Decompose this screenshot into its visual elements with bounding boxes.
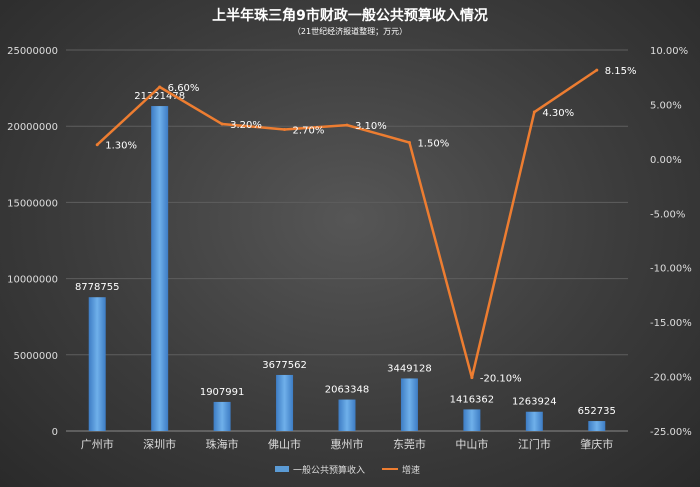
bar	[338, 399, 356, 431]
line-point	[407, 141, 411, 145]
line-point	[283, 127, 287, 131]
category-label: 珠海市	[206, 437, 239, 451]
bar	[213, 401, 231, 431]
left-tick-label: 15000000	[7, 198, 58, 209]
bar-value-label: 3677562	[262, 360, 307, 371]
line-point	[95, 143, 99, 147]
line-value-label: 3.10%	[355, 121, 387, 132]
line-value-label: 8.15%	[605, 66, 637, 77]
bar-value-label: 1263924	[512, 397, 557, 408]
left-tick-label: 0	[52, 427, 58, 438]
bar-value-label: 2063348	[325, 385, 370, 396]
line-point	[158, 85, 162, 89]
line-series: 1.30% 6.60% 3.20% 2.70% 3.10% 1.50% -20.10% 4.3…	[95, 66, 637, 385]
category-label: 深圳市	[143, 437, 176, 451]
category-label: 江门市	[518, 437, 551, 451]
right-tick-label: -25.00%	[650, 427, 692, 438]
legend-line-label: 增速	[402, 464, 420, 476]
bar	[276, 374, 294, 431]
legend-bar-label: 一般公共预算收入	[293, 464, 365, 476]
bar	[88, 297, 106, 431]
line-value-label: 4.30%	[542, 108, 574, 119]
right-tick-label: 10.00%	[650, 46, 688, 57]
line-value-label: 1.50%	[417, 139, 449, 150]
growth-line	[96, 69, 598, 379]
line-point	[220, 122, 224, 126]
line-point	[470, 376, 474, 380]
line-point	[345, 123, 349, 127]
line-value-label: -20.10%	[480, 374, 522, 385]
bar	[525, 411, 543, 431]
left-tick-label: 10000000	[7, 275, 58, 286]
bar-value-label: 21321478	[134, 91, 185, 102]
category-axis-labels: 广州市 深圳市 珠海市 佛山市 惠州市 东莞市 中山市 江门市 肇庆市	[81, 437, 614, 451]
right-tick-label: 5.00%	[650, 100, 682, 111]
right-tick-label: -10.00%	[650, 264, 692, 275]
bar-series: 8778755 21321478 1907991 3677562 2063348 3449…	[75, 91, 616, 432]
category-label: 广州市	[81, 437, 114, 451]
bar-value-label: 652735	[578, 406, 616, 417]
bar	[151, 106, 169, 432]
bar-value-label: 1907991	[200, 387, 245, 398]
category-label: 佛山市	[268, 437, 301, 451]
line-point	[595, 68, 599, 72]
line-value-label: 3.20%	[230, 120, 262, 131]
bar-value-label: 8778755	[75, 282, 120, 293]
chart-title: 上半年珠三角9市财政一般公共预算收入情况	[212, 7, 488, 24]
left-axis-ticks: 0 5000000 10000000 15000000 20000000 25000000	[7, 46, 58, 438]
left-tick-label: 20000000	[7, 122, 58, 133]
bar-value-label: 1416362	[450, 394, 495, 405]
right-tick-label: -15.00%	[650, 318, 692, 329]
line-value-label: 1.30%	[105, 141, 137, 152]
category-label: 东莞市	[393, 437, 426, 451]
legend: 一般公共预算收入 增速	[275, 464, 420, 476]
category-label: 肇庆市	[580, 437, 613, 451]
right-tick-label: -20.00%	[650, 373, 692, 384]
bar	[400, 378, 418, 431]
line-value-label: 6.60%	[168, 83, 200, 94]
right-axis-ticks: 10.00% 5.00% 0.00% -5.00% -10.00% -15.00% -20.…	[650, 46, 692, 438]
category-label: 惠州市	[331, 437, 364, 451]
left-tick-label: 5000000	[13, 351, 58, 362]
legend-bar-swatch	[275, 466, 289, 472]
right-tick-label: 0.00%	[650, 155, 682, 166]
bar	[463, 409, 481, 431]
category-label: 中山市	[455, 437, 488, 451]
chart-subtitle: （21世纪经济报道整理；万元）	[293, 26, 407, 36]
bar	[588, 421, 606, 431]
line-value-label: 2.70%	[293, 125, 325, 136]
bar-value-label: 3449128	[387, 363, 432, 374]
right-tick-label: -5.00%	[650, 209, 685, 220]
line-point	[532, 110, 536, 114]
left-tick-label: 25000000	[7, 46, 58, 57]
